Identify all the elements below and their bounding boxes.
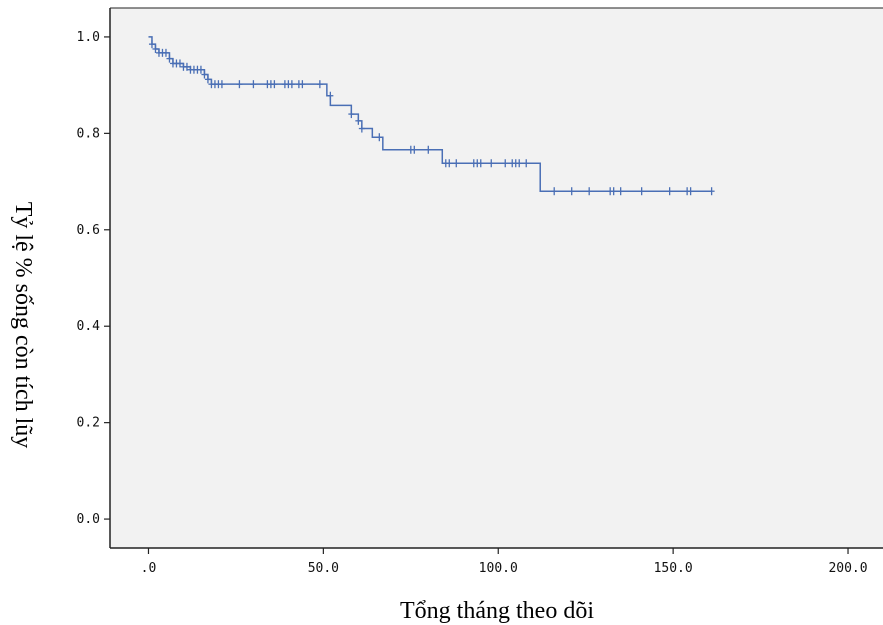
x-axis-ticks: .0 50.0 100.0 150.0 200.0 [141, 548, 868, 576]
y-tick-label: 1.0 [77, 30, 100, 45]
y-axis-title: Tỷ lệ % sống còn tích lũy [10, 202, 36, 449]
plot-area [110, 8, 883, 548]
x-tick-label: 100.0 [479, 561, 518, 576]
y-tick-label: 0.8 [77, 126, 100, 141]
x-tick-label: 50.0 [308, 561, 339, 576]
y-tick-label: 0.0 [77, 512, 100, 527]
x-tick-label: .0 [141, 561, 157, 576]
x-tick-label: 200.0 [828, 561, 867, 576]
x-axis-title: Tổng tháng theo dõi [400, 598, 594, 624]
y-tick-label: 0.4 [77, 319, 101, 334]
y-tick-label: 0.2 [77, 416, 100, 431]
y-tick-label: 0.6 [77, 223, 100, 238]
x-tick-label: 150.0 [654, 561, 693, 576]
y-axis-ticks: 0.0 0.2 0.4 0.6 0.8 1.0 [77, 30, 110, 527]
censor-marks [148, 40, 715, 196]
